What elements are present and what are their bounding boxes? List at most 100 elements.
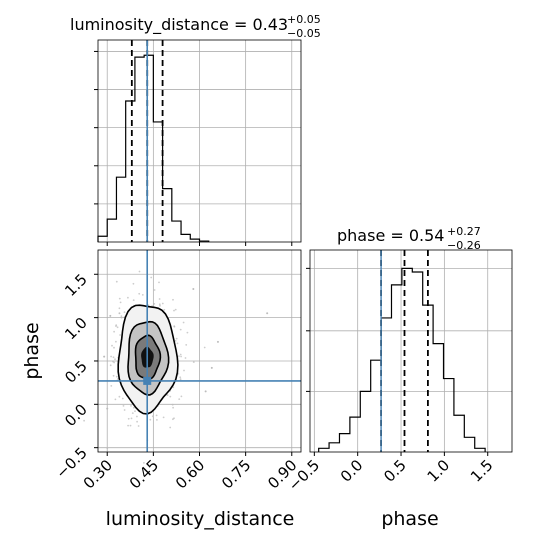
scatter-point — [114, 398, 117, 401]
scatter-point — [180, 395, 183, 398]
scatter-point — [110, 385, 113, 387]
scatter-point — [172, 406, 175, 409]
scatter-point — [120, 315, 123, 317]
scatter-point — [162, 416, 165, 419]
scatter-point — [119, 334, 121, 336]
scatter-point — [106, 407, 109, 410]
scatter-point — [178, 355, 180, 357]
scatter-point — [103, 355, 106, 358]
panel-frame — [309, 249, 513, 453]
scatter-point — [173, 417, 175, 420]
scatter-point — [149, 418, 152, 421]
scatter-point — [203, 346, 206, 349]
scatter-point — [169, 395, 172, 398]
x-tick-label-phase: 1.0 — [424, 456, 454, 486]
x-tick-label-luminosity-distance: 0.45 — [126, 456, 162, 492]
scatter-point — [159, 304, 161, 307]
joint-density-panel — [83, 249, 302, 464]
scatter-point — [183, 369, 185, 372]
title-luminosity-distance-plus: +0.05 — [287, 13, 321, 26]
scatter-point — [172, 386, 175, 389]
scatter-point — [109, 314, 112, 317]
scatter-point — [115, 340, 117, 343]
scatter-point — [179, 378, 182, 381]
scatter-point — [112, 356, 115, 359]
scatter-point — [173, 325, 176, 328]
y-tick-label-phase: 0.5 — [61, 357, 91, 387]
scatter-point — [115, 375, 118, 378]
scatter-point — [175, 337, 178, 340]
scatter-point — [112, 374, 115, 377]
x-axis-label-luminosity-distance: luminosity_distance — [106, 508, 295, 530]
scatter-point — [131, 412, 134, 414]
title-luminosity-distance: luminosity_distance = 0.43 — [70, 15, 288, 35]
scatter-point — [113, 346, 115, 349]
scatter-point — [130, 405, 132, 407]
scatter-point — [179, 376, 182, 379]
scatter-point — [192, 288, 195, 291]
scatter-point — [180, 355, 183, 358]
scatter-point — [141, 294, 144, 296]
x-tick-label-luminosity-distance: 0.75 — [218, 456, 254, 492]
scatter-point — [186, 331, 189, 334]
scatter-point — [166, 394, 169, 396]
scatter-point — [184, 357, 187, 359]
scatter-point — [122, 405, 125, 407]
scatter-point — [113, 361, 115, 364]
scatter-point — [110, 355, 112, 358]
scatter-point — [163, 308, 166, 311]
scatter-point — [121, 397, 124, 400]
scatter-point — [136, 415, 138, 418]
x-tick-label-phase: 0.5 — [380, 456, 410, 486]
scatter-point — [132, 406, 135, 409]
scatter-point — [266, 312, 269, 315]
scatter-point — [109, 364, 112, 367]
scatter-point — [153, 289, 156, 291]
scatter-point — [127, 417, 130, 420]
scatter-point — [158, 303, 161, 306]
scatter-point — [137, 425, 140, 427]
scatter-point — [116, 326, 119, 329]
axis-ticks: 0.30 0.45 0.60 0.75 0.90−0.50.00.51.01.5−0.5… — [52, 270, 496, 494]
scatter-point — [111, 344, 113, 347]
title-luminosity-distance-minus: −0.05 — [287, 27, 321, 40]
title-phase-minus: −0.26 — [447, 239, 481, 252]
x-tick-label-phase: 0.0 — [337, 456, 367, 486]
scatter-point — [150, 276, 153, 279]
scatter-point — [178, 398, 181, 400]
scatter-point — [138, 292, 141, 295]
scatter-point — [129, 424, 132, 427]
scatter-point — [120, 316, 123, 319]
x-tick-label-luminosity-distance: 0.60 — [172, 456, 208, 492]
truth-marker — [143, 376, 152, 385]
scatter-point — [179, 353, 182, 356]
scatter-point — [123, 409, 126, 411]
y-tick-label-phase: 1.0 — [61, 314, 91, 344]
scatter-point — [182, 321, 185, 324]
scatter-point — [171, 403, 174, 406]
scatter-point — [179, 328, 182, 331]
scatter-point — [106, 447, 109, 450]
histogram-steps — [97, 54, 210, 242]
scatter-point — [192, 361, 195, 363]
scatter-point — [118, 312, 121, 315]
scatter-point — [156, 419, 158, 421]
scatter-point — [158, 298, 161, 300]
scatter-point — [204, 390, 207, 393]
scatter-point — [138, 270, 141, 273]
title-phase: phase = 0.54 — [337, 226, 444, 245]
scatter-point — [123, 311, 126, 314]
scatter-point — [115, 325, 117, 327]
scatter-point — [136, 420, 139, 423]
scatter-point — [185, 344, 188, 346]
scatter-point — [174, 340, 177, 342]
scatter-point — [143, 462, 145, 464]
scatter-point — [118, 307, 121, 310]
y-axis-label-phase: phase — [21, 322, 43, 379]
scatter-point — [118, 395, 121, 398]
histogram-steps — [318, 267, 486, 452]
scatter-point — [132, 282, 135, 285]
scatter-point — [155, 414, 158, 417]
scatter-point — [172, 298, 174, 301]
